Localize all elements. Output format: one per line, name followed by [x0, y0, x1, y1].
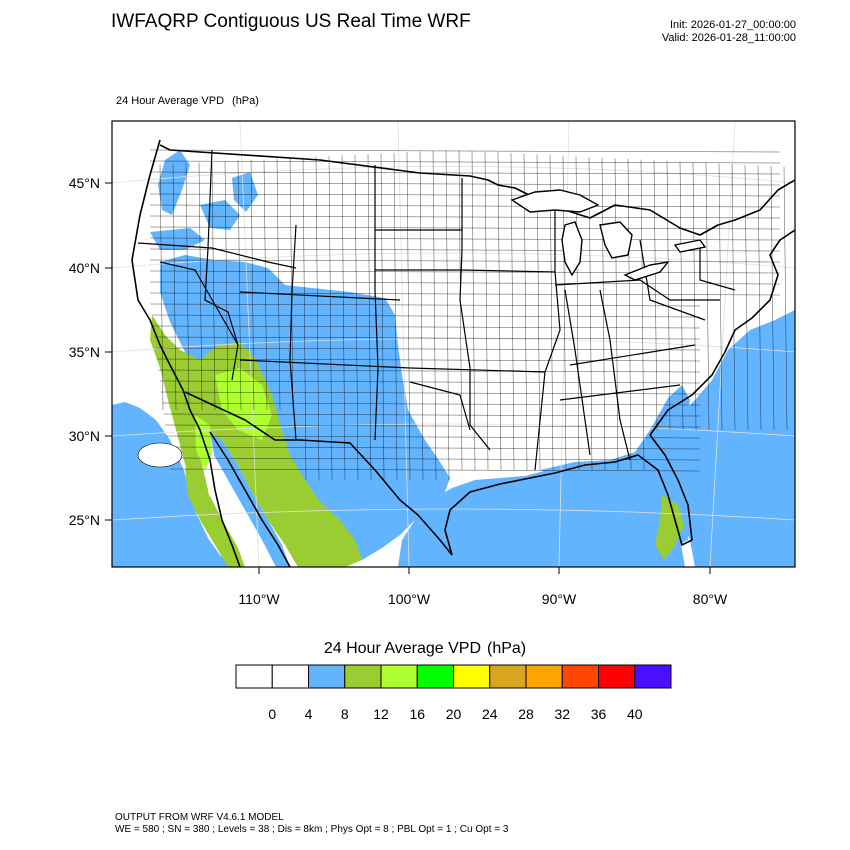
colorbar-swatch	[235, 664, 273, 689]
colorbar-swatch	[525, 664, 563, 689]
great-lakes	[510, 189, 707, 281]
valid-time: Valid: 2026-01-28_11:00:00	[661, 32, 796, 44]
colorbar	[235, 664, 672, 689]
colorbar-swatch	[561, 664, 599, 689]
atlantic-ocean-region	[660, 310, 795, 567]
pacific-ocean-region	[112, 402, 232, 567]
colorbar-title-text: 24 Hour Average VPD	[323, 640, 481, 657]
colorbar-tick-label: 24	[482, 706, 498, 722]
lake-ontario	[673, 239, 707, 253]
colorbar-swatch	[598, 664, 636, 689]
colorbar-tick-label: 0	[268, 706, 276, 722]
init-time: Init: 2026-01-27_00:00:00	[670, 19, 796, 31]
colorbar-units: (hPa)	[487, 640, 527, 657]
lake-michigan	[561, 221, 583, 277]
lon-label-110: 110°W	[238, 591, 280, 607]
colorbar-swatch	[380, 664, 418, 689]
colorbar-tick-label: 16	[409, 706, 425, 722]
colorbar-tick-label: 4	[305, 706, 313, 722]
gulf-of-mexico-region	[398, 458, 685, 567]
colorbar-swatch	[308, 664, 346, 689]
map-plot-area	[112, 121, 795, 567]
county-lines	[149, 149, 788, 481]
colorbar-tick-label: 20	[446, 706, 462, 722]
county-boundaries	[149, 149, 788, 481]
colorbar-swatch	[344, 664, 382, 689]
gulf-of-california-coast	[209, 431, 291, 567]
pacific-coastline	[131, 139, 241, 567]
lon-label-90: 90°W	[542, 591, 577, 607]
vpd-4-8-western-us	[160, 255, 450, 560]
vpd-8-12-baja	[185, 468, 245, 567]
lat-label-25: 25°N	[69, 512, 100, 528]
lon-label-100: 100°W	[388, 591, 431, 607]
field-name: 24 Hour Average VPD	[116, 95, 225, 107]
lake-huron	[599, 221, 633, 259]
vpd-4-8-southeast-us	[540, 385, 694, 548]
lat-label-35: 35°N	[69, 344, 100, 360]
map-frame	[111, 120, 796, 568]
main-title: IWFAQRP Contiguous US Real Time WRF	[111, 11, 471, 32]
lat-ticks	[105, 182, 112, 521]
colorbar-tick-label: 40	[627, 706, 643, 722]
lake-superior	[510, 189, 600, 213]
footer-model-info: OUTPUT FROM WRF V4.6.1 MODEL	[115, 812, 284, 823]
lat-label-30: 30°N	[69, 428, 100, 444]
lon-label-80: 80°W	[693, 591, 728, 607]
colorbar-tick-label: 32	[554, 706, 570, 722]
field-units: (hPa)	[232, 95, 259, 107]
lon-ticks	[258, 567, 711, 574]
colorbar-swatch	[634, 664, 672, 689]
colorbar-swatch	[416, 664, 454, 689]
lake-erie	[623, 261, 670, 281]
colorbar-swatch	[453, 664, 491, 689]
field-label: 24 Hour Average VPD (hPa)	[116, 95, 267, 107]
us-mexico-border	[184, 391, 453, 556]
vpd-12-16-arizona	[215, 368, 272, 440]
colorbar-swatch	[489, 664, 527, 689]
state-boundaries	[137, 149, 736, 471]
footer-config-info: WE = 580 ; SN = 380 ; Levels = 38 ; Dis …	[115, 824, 509, 835]
baja-white-patch	[137, 442, 183, 468]
lat-label-45: 45°N	[69, 175, 100, 191]
colorbar-labels: 0 4 8 12 16 20 24 28 32 36 40	[268, 706, 642, 722]
colorbar-swatch	[271, 664, 309, 689]
colorbar-tick-label: 12	[373, 706, 389, 722]
colorbar-tick-label: 36	[591, 706, 607, 722]
lat-label-40: 40°N	[69, 260, 100, 276]
vpd-4-8-pacific-northwest	[158, 150, 190, 215]
gulf-coastline	[444, 434, 693, 556]
vpd-8-12-florida	[655, 495, 684, 560]
colorbar-title: 24 Hour Average VPD (hPa)	[0, 640, 850, 658]
atlantic-coastline	[649, 229, 795, 436]
colorbar-tick-label: 28	[518, 706, 534, 722]
colorbar-tick-label: 8	[341, 706, 349, 722]
